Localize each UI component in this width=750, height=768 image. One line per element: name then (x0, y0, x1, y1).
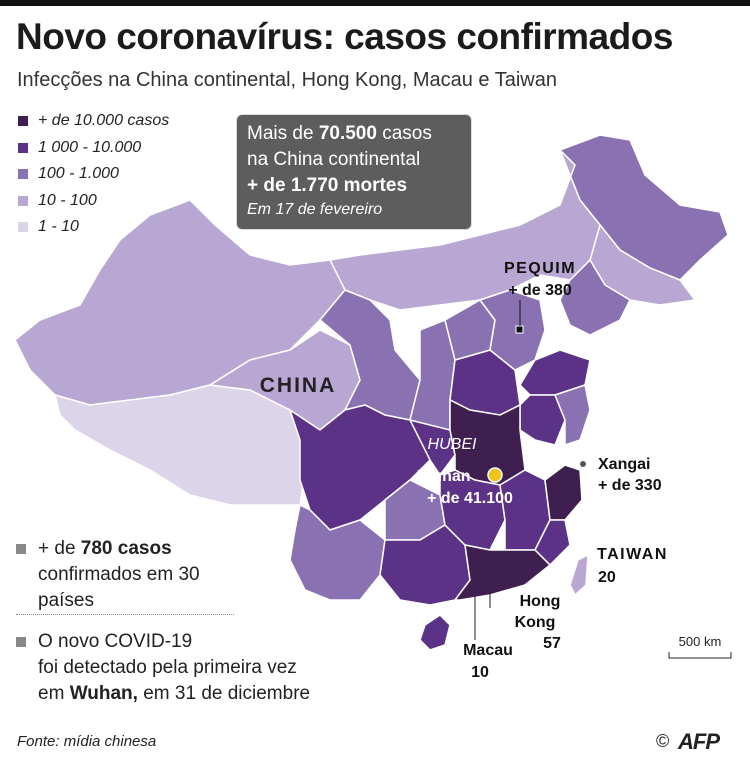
region-chongqing (408, 418, 456, 477)
note-international-text: + de 780 casos confirmados em 30 países (38, 538, 200, 611)
beijing-label: PEQUIM (504, 260, 576, 277)
region-jiangsu (554, 384, 591, 447)
region-hunan (439, 469, 506, 551)
note-bullet (16, 637, 26, 647)
top-bar (0, 0, 750, 6)
note-origin-text: O novo COVID-19 foi detectado pela prime… (38, 631, 311, 704)
map-legend: + de 10.000 casos 1 000 - 10.000 100 - 1… (18, 108, 169, 241)
afp-logo: AFP (678, 729, 720, 754)
taiwan-label: TAIWAN (597, 546, 668, 563)
page-title: Novo coronavírus: casos confirmados (16, 16, 673, 57)
wuhan-marker (487, 467, 503, 483)
note-origin: O novo COVID-19 foi detectado pela prime… (16, 629, 376, 707)
legend-swatch (18, 169, 28, 180)
legend-item: 1 000 - 10.000 (18, 135, 169, 162)
legend-item: + de 10.000 casos (18, 108, 169, 135)
taiwan-count: 20 (598, 569, 616, 586)
region-yunnan (289, 503, 386, 601)
summary-region: na China continental (247, 149, 421, 170)
region-hubei (449, 398, 526, 486)
note-international: + de 780 casos confirmados em 30 países (16, 536, 246, 614)
legend-label: 1 000 - 10.000 (38, 138, 142, 156)
summary-deaths: + de 1.770 mortes (247, 175, 408, 196)
shanghai-label: Xangai (598, 456, 650, 473)
summary-box: Mais de 70.500 casos na China continenta… (236, 114, 472, 230)
legend-label: 100 - 1.000 (38, 165, 119, 183)
wuhan-label: Wuhan (417, 468, 470, 485)
legend-item: 10 - 100 (18, 188, 169, 215)
legend-swatch (18, 195, 28, 206)
legend-swatch (18, 142, 28, 153)
scale-label: 500 km (679, 634, 722, 649)
source-note: Fonte: mídia chinesa (17, 733, 157, 750)
beijing-marker (515, 325, 524, 334)
summary-date: Em 17 de fevereiro (247, 201, 383, 218)
region-liaoning (559, 258, 631, 336)
region-guangdong (453, 544, 552, 601)
region-hainan (419, 614, 451, 651)
copyright-symbol: © (656, 731, 670, 751)
legend-label: 1 - 10 (38, 218, 79, 236)
legend-label: 10 - 100 (38, 191, 97, 209)
legend-swatch (18, 222, 28, 233)
note-divider (16, 614, 234, 615)
legend-item: 1 - 10 (18, 214, 169, 241)
hongkong-count: 57 (543, 635, 561, 652)
scale-bar (668, 652, 732, 659)
shanghai-marker (580, 461, 586, 467)
legend-label: + de 10.000 casos (38, 112, 170, 130)
legend-item: 100 - 1.000 (18, 161, 169, 188)
hubei-label: HUBEI (428, 436, 477, 453)
hongkong-label-line1: Hong (520, 593, 561, 610)
macau-label: Macau (463, 642, 513, 659)
note-bullet (16, 544, 26, 554)
region-sichuan (288, 404, 431, 531)
beijing-count: + de 380 (508, 282, 572, 299)
region-anhui (519, 394, 566, 446)
page-subtitle: Infecções na China continental, Hong Kon… (17, 69, 557, 91)
region-zhejiang (544, 464, 583, 521)
country-label: CHINA (260, 374, 337, 397)
wuhan-count: + de 41.100 (427, 490, 513, 507)
summary-cases: Mais de 70.500 casos (247, 123, 432, 144)
shanghai-count: + de 330 (598, 477, 662, 494)
region-taiwan (569, 553, 589, 597)
macau-count: 10 (471, 664, 489, 681)
legend-swatch (18, 116, 28, 127)
hongkong-label-line2: Kong (515, 614, 556, 631)
